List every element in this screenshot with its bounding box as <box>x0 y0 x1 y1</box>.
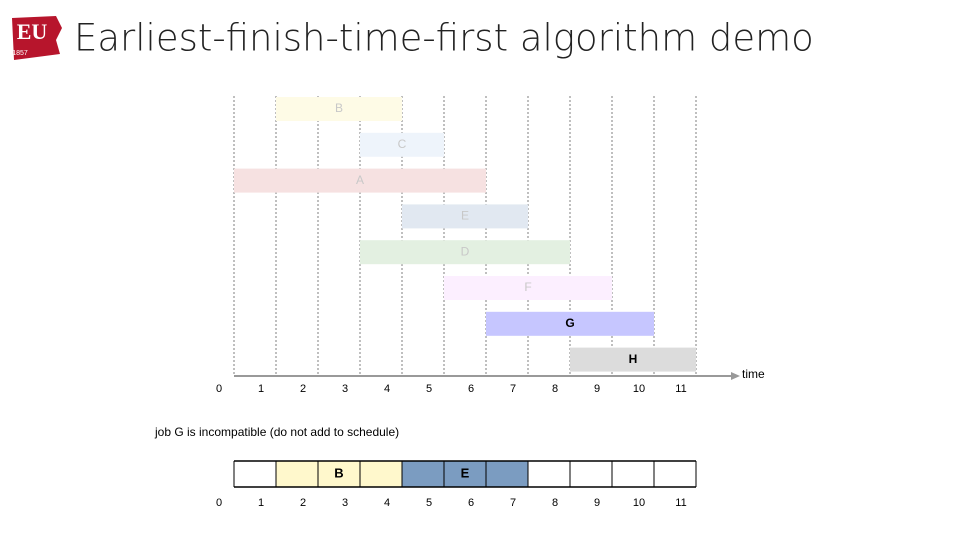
job-label: E <box>461 209 469 223</box>
schedule-tick: 4 <box>384 497 390 509</box>
tick-label: 5 <box>426 383 432 395</box>
job-bar <box>360 132 444 157</box>
tick-label: 4 <box>384 383 390 395</box>
job-label: B <box>335 101 343 115</box>
tick-label: 8 <box>552 383 558 395</box>
scheduled-job <box>276 461 402 487</box>
scheduled-job <box>402 461 528 487</box>
axis-label: time <box>742 367 765 381</box>
schedule-tick: 7 <box>510 497 516 509</box>
tick-label: 9 <box>594 383 600 395</box>
tick-label: 10 <box>633 383 645 395</box>
axis-arrow <box>731 372 740 380</box>
scheduled-label: E <box>461 465 470 480</box>
job-bar <box>444 276 612 300</box>
job-bar <box>276 97 402 121</box>
logo-year: 1857 <box>12 50 28 57</box>
schedule-tick: 11 <box>675 497 686 509</box>
tick-label: 3 <box>342 383 348 395</box>
schedule-tick: 8 <box>552 497 558 509</box>
job-label: A <box>356 173 364 187</box>
schedule-tick: 6 <box>468 497 474 509</box>
job-label: F <box>524 280 531 294</box>
job-label: D <box>461 244 470 258</box>
tick-label: 1 <box>258 383 264 395</box>
logo-text: EU <box>17 19 48 44</box>
tick-label: 7 <box>510 383 516 395</box>
job-bar <box>486 311 654 336</box>
job-label: H <box>629 352 638 366</box>
logo: EU 1857 <box>12 16 62 60</box>
schedule-tick: 1 <box>258 497 264 509</box>
job-bar <box>234 168 486 193</box>
tick-label: 0 <box>216 383 222 395</box>
job-bar <box>360 240 570 265</box>
tick-label: 6 <box>468 383 474 395</box>
slide-title: Earliest-finish-time-first algorithm dem… <box>74 17 814 60</box>
caption: job G is incompatible (do not add to sch… <box>154 425 399 439</box>
schedule-tick: 3 <box>342 497 348 509</box>
schedule-tick: 10 <box>633 497 645 509</box>
job-label: G <box>565 316 574 330</box>
schedule-tick: 2 <box>300 497 306 509</box>
scheduled-label: B <box>334 465 343 480</box>
job-bar <box>402 204 528 229</box>
schedule-tick: 9 <box>594 497 600 509</box>
schedule-tick: 0 <box>216 497 222 509</box>
job-label: C <box>398 137 407 151</box>
tick-label: 2 <box>300 383 306 395</box>
schedule-tick: 5 <box>426 497 432 509</box>
job-bar <box>570 347 696 372</box>
tick-label: 11 <box>675 383 686 395</box>
